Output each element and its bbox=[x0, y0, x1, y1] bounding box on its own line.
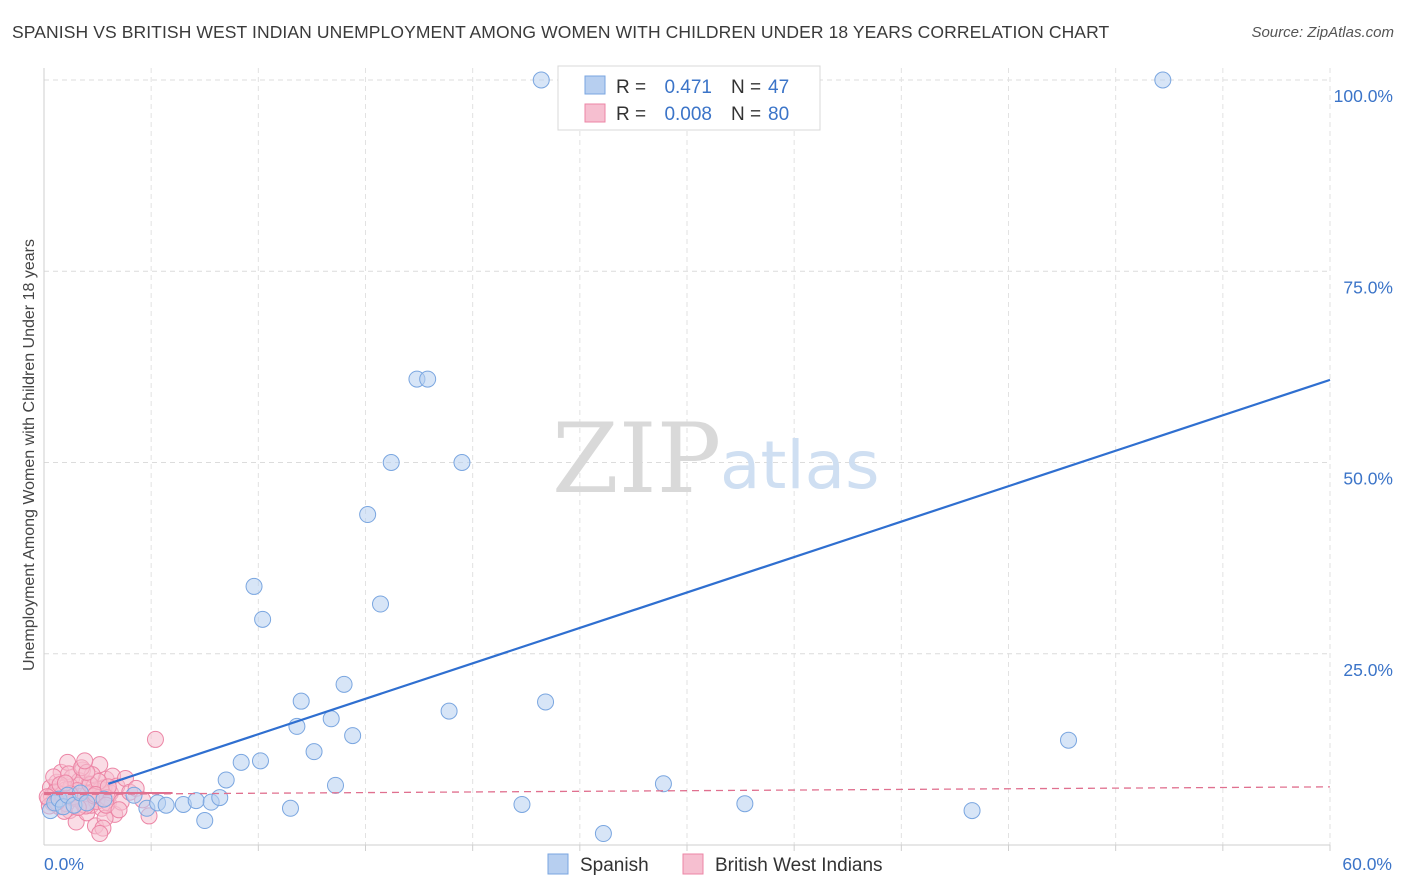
x-tick-max: 60.0% bbox=[1342, 854, 1392, 874]
stats-n-label-spanish: N = bbox=[731, 77, 761, 98]
point-spanish bbox=[281, 799, 299, 817]
points-british-west-indians bbox=[38, 730, 164, 843]
point-spanish bbox=[372, 595, 390, 613]
point-spanish bbox=[254, 610, 272, 628]
stats-swatch-british-west-indians bbox=[584, 103, 606, 123]
point-british-west-indians bbox=[110, 801, 128, 819]
point-spanish bbox=[245, 577, 263, 595]
legend-swatch-british-west-indians bbox=[682, 853, 704, 875]
point-spanish bbox=[594, 825, 612, 843]
point-spanish bbox=[232, 753, 250, 771]
x-tick-min: 0.0% bbox=[44, 854, 84, 874]
stats-n-value-bwi: 80 bbox=[768, 104, 789, 125]
point-spanish bbox=[453, 454, 471, 471]
point-spanish bbox=[382, 454, 400, 471]
point-spanish bbox=[344, 727, 362, 745]
source-credit: Source: ZipAtlas.com bbox=[1251, 24, 1394, 41]
point-spanish bbox=[305, 743, 323, 761]
point-spanish bbox=[359, 506, 377, 524]
point-british-west-indians bbox=[146, 730, 164, 748]
legend-label-spanish: Spanish bbox=[580, 855, 649, 876]
y-tick-label: 100.0% bbox=[1334, 86, 1393, 106]
point-spanish bbox=[736, 795, 754, 813]
point-spanish bbox=[125, 786, 143, 804]
legend-swatch-spanish bbox=[547, 853, 569, 875]
point-british-west-indians bbox=[91, 825, 109, 843]
y-tick-label: 50.0% bbox=[1343, 469, 1393, 489]
point-spanish bbox=[335, 675, 353, 693]
stats-r-label-spanish: R = bbox=[616, 77, 646, 98]
stats-r-value-spanish: 0.471 bbox=[664, 77, 712, 98]
point-spanish bbox=[654, 775, 672, 793]
point-spanish bbox=[196, 812, 214, 830]
point-spanish bbox=[532, 71, 550, 89]
point-spanish bbox=[217, 771, 235, 789]
point-spanish bbox=[419, 370, 437, 388]
point-spanish bbox=[1154, 71, 1172, 89]
point-spanish bbox=[513, 795, 531, 813]
watermark-atlas: atlas bbox=[720, 427, 880, 504]
point-spanish bbox=[1060, 731, 1078, 749]
stats-r-value-bwi: 0.008 bbox=[664, 104, 712, 125]
point-spanish bbox=[157, 796, 175, 814]
y-axis-label: Unemployment Among Women with Children U… bbox=[21, 239, 38, 671]
trend-line-spanish bbox=[107, 378, 1331, 785]
y-tick-labels: 25.0% 50.0% 75.0% 100.0% bbox=[1334, 86, 1393, 680]
point-spanish bbox=[537, 693, 555, 711]
point-spanish bbox=[187, 792, 205, 810]
watermark-zip: ZIP bbox=[552, 403, 721, 515]
watermark: ZIP atlas bbox=[552, 403, 880, 515]
trend-lines bbox=[43, 378, 1331, 796]
stats-swatch-spanish bbox=[584, 75, 606, 95]
stats-r-label-bwi: R = bbox=[616, 104, 646, 125]
legend-label-british-west-indians: British West Indians bbox=[715, 855, 883, 876]
legend: Spanish British West Indians bbox=[547, 853, 883, 876]
y-tick-label: 25.0% bbox=[1343, 660, 1393, 680]
point-spanish bbox=[292, 692, 310, 710]
point-spanish bbox=[326, 776, 344, 794]
point-british-west-indians bbox=[76, 752, 94, 770]
stats-n-label-bwi: N = bbox=[731, 104, 761, 125]
point-spanish bbox=[211, 789, 229, 807]
stats-box: R = 0.471 N = 47 R = 0.008 N = 80 bbox=[557, 65, 821, 131]
point-spanish bbox=[440, 702, 458, 720]
point-spanish bbox=[963, 802, 981, 820]
point-spanish bbox=[322, 710, 340, 728]
y-tick-label: 75.0% bbox=[1343, 277, 1393, 297]
stats-n-value-spanish: 47 bbox=[768, 77, 789, 98]
trend-line-british-west-indians bbox=[43, 786, 1331, 796]
chart-title: SPANISH VS BRITISH WEST INDIAN UNEMPLOYM… bbox=[12, 22, 1110, 42]
point-spanish bbox=[78, 794, 96, 812]
point-spanish bbox=[95, 790, 113, 808]
point-spanish bbox=[251, 752, 269, 770]
points-spanish bbox=[41, 71, 1172, 843]
